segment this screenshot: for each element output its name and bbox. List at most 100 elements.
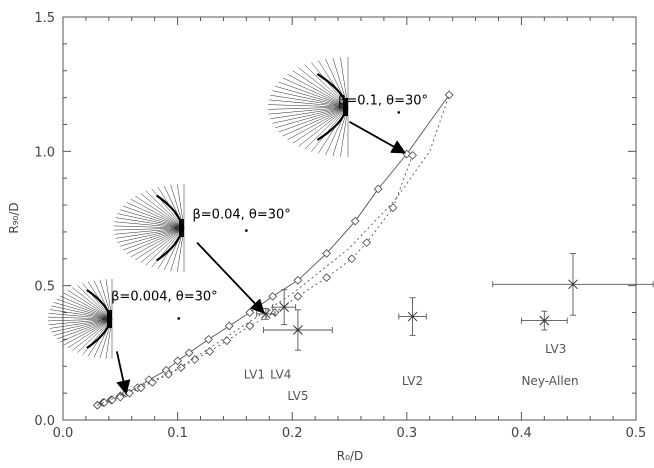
inset-stream-line [77, 318, 113, 353]
inset-apex [343, 98, 348, 116]
series-2-marker [245, 321, 255, 331]
y-tick-label: 0.5 [34, 280, 55, 295]
series-1-marker [245, 308, 255, 317]
plot-frame [62, 16, 637, 421]
inset-stream-line [287, 106, 349, 140]
inset-stream-line [67, 289, 113, 320]
x-tick-label: 0.1 [167, 426, 188, 441]
inset-stream-line [287, 74, 349, 108]
inset-stream-line [114, 227, 185, 235]
series-1-marker [444, 90, 454, 100]
series-1-marker [224, 321, 234, 331]
x-tick-label: 0.5 [626, 426, 647, 441]
inset-stream-line [311, 62, 349, 108]
inset-stream-line [48, 318, 113, 325]
annotation-arrow [115, 351, 131, 395]
series-2-marker [205, 347, 215, 356]
series-2-marker [115, 392, 125, 402]
x-tick-label: 0.0 [53, 426, 74, 441]
inset-stream-line [63, 292, 113, 320]
objects-layer [256, 252, 654, 351]
series-2-marker [222, 336, 232, 346]
series-1-marker [373, 184, 383, 194]
series-1-marker [173, 356, 182, 366]
inset-stream-line [56, 318, 113, 340]
series-2-marker [148, 378, 157, 387]
inset-stream-line [268, 106, 349, 115]
inset-stream-line [135, 227, 185, 261]
annotation-label: β=0.04, θ=30° [192, 208, 290, 223]
inset-stream-line [114, 221, 185, 229]
inset-large [268, 57, 359, 157]
inset-stream-line [115, 217, 185, 229]
inset-stream-line [292, 106, 349, 144]
object-marker [279, 302, 290, 313]
inset-stream-line [282, 77, 349, 108]
inset-stream-line [56, 298, 113, 320]
inset-stream-line [59, 295, 113, 320]
object-label-ney-allen: Ney-Allen [521, 374, 578, 388]
inset-stream-line [272, 90, 349, 108]
x-tick-label: 0.3 [396, 426, 417, 441]
inset-small [48, 279, 122, 359]
inset-stream-line [49, 318, 113, 329]
inset-stream-line [135, 195, 185, 229]
series-2-marker [408, 150, 417, 160]
annotation-dot [397, 111, 401, 114]
inset-stream-line [48, 318, 113, 322]
object-marker [260, 309, 271, 319]
inset-stream-line [304, 106, 349, 150]
series-1-marker [350, 216, 360, 226]
inset-stream-line [126, 227, 185, 254]
annotation-label: β=0.004, θ=30° [111, 289, 218, 304]
series-line-3 [97, 94, 450, 406]
series-2-marker [322, 273, 331, 282]
annotations: β=0.004, θ=30° β=0.04, θ=30° β=0.1, θ=30° [111, 93, 428, 395]
inset-mask [351, 71, 359, 145]
object-label-lv3: LV3 [545, 342, 566, 356]
x-tick-label: 0.2 [282, 426, 303, 441]
series-2-marker [176, 363, 186, 372]
y-tick-label: 0.0 [34, 414, 55, 429]
object-label-lv2: LV2 [402, 374, 423, 388]
inset-mask [114, 286, 122, 352]
inset-stream-line [53, 318, 113, 336]
inset-stream-line [72, 287, 113, 320]
inset-stream-line [145, 227, 185, 266]
object-marker [539, 315, 550, 326]
inset-stream-line [117, 227, 185, 243]
inset-stream-line [126, 202, 185, 229]
annotation-label: β=0.1, θ=30° [338, 93, 428, 108]
series-2-marker [347, 254, 357, 264]
inset-stream-line [304, 64, 349, 108]
series-layer [93, 90, 454, 410]
annotation-dot [245, 229, 248, 232]
inset-stream-line [113, 227, 185, 231]
inset-stream-line [268, 106, 349, 110]
inset-stream-line [119, 227, 185, 247]
inset-stream-line [278, 106, 349, 133]
inset-stream-line [278, 81, 349, 108]
inset-stream-line [130, 227, 185, 258]
inset-stream-line [119, 209, 185, 229]
inset-stream-line [72, 318, 113, 351]
inset-stream-line [49, 309, 113, 320]
x-tick-label: 0.4 [511, 426, 532, 441]
series-1-marker [268, 292, 278, 301]
inset-stream-line [268, 99, 349, 108]
inset-stream-line [117, 213, 185, 229]
object-marker [568, 279, 578, 290]
inset-stream-line [48, 313, 113, 320]
inset-stream-line [48, 316, 113, 320]
inset-stream-line [270, 106, 349, 120]
inset-stream-line [275, 86, 349, 108]
inset-mask [186, 191, 194, 264]
inset-stream-line [298, 67, 349, 108]
inset-apex [107, 310, 112, 328]
series-1-marker [204, 335, 213, 344]
object-labels: LV1 LV4 LV5 LV2 LV3 Ney-Allen [244, 342, 579, 403]
inset-stream-line [272, 106, 349, 124]
inset-stream-line [298, 106, 349, 147]
inset-stream-line [122, 205, 185, 229]
